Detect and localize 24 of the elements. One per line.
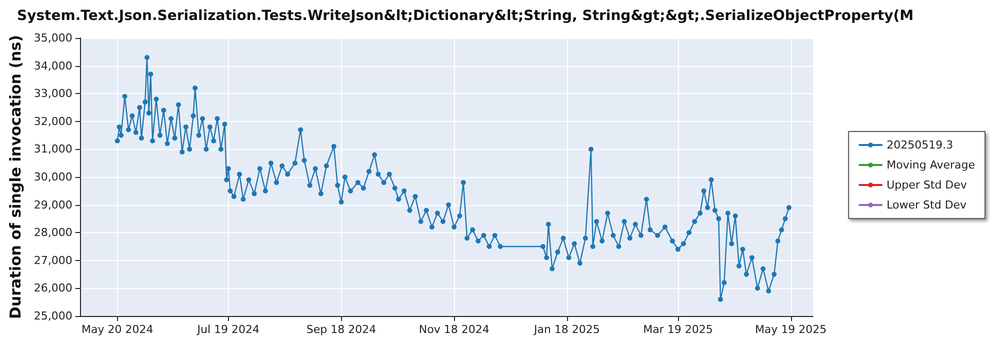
y-tick-label: 28,000: [34, 226, 72, 240]
y-tick-label: 27,000: [34, 254, 72, 267]
x-tick-label: Jul 19 2024: [196, 323, 260, 336]
chart-title: System.Text.Json.Serialization.Tests.WriteJson&lt;Dictionary&lt;String, String&gt;&gt;.SerializeObjectProperty(M: [17, 8, 914, 24]
x-tick-label: Jan 18 2025: [532, 323, 600, 336]
y-tick-label: 34,000: [34, 59, 72, 72]
legend-label: 20250519.3: [886, 138, 954, 152]
y-axis-title: Duration of single invocation (ns): [6, 35, 24, 319]
y-tick-label: 31,000: [34, 142, 72, 156]
y-tick-label: 33,000: [34, 87, 72, 100]
x-tick-label: May 19 2025: [754, 323, 827, 336]
x-tick-label: Mar 19 2025: [643, 323, 713, 336]
x-tick-label: Nov 18 2024: [418, 323, 490, 336]
y-tick-label: 35,000: [34, 32, 72, 44]
x-tick-label: May 20 2024: [82, 323, 154, 336]
legend-label: Upper Std Dev: [886, 178, 968, 192]
y-tick-label: 30,000: [34, 170, 72, 184]
y-tick-label: 26,000: [34, 282, 72, 295]
y-tick-label: 29,000: [34, 198, 72, 212]
legend-label: Lower Std Dev: [886, 198, 968, 212]
legend-label: Moving Average: [886, 158, 976, 172]
x-tick-label: Sep 18 2024: [306, 323, 376, 336]
y-tick-label: 32,000: [34, 114, 72, 128]
y-tick-label: 25,000: [34, 310, 72, 322]
